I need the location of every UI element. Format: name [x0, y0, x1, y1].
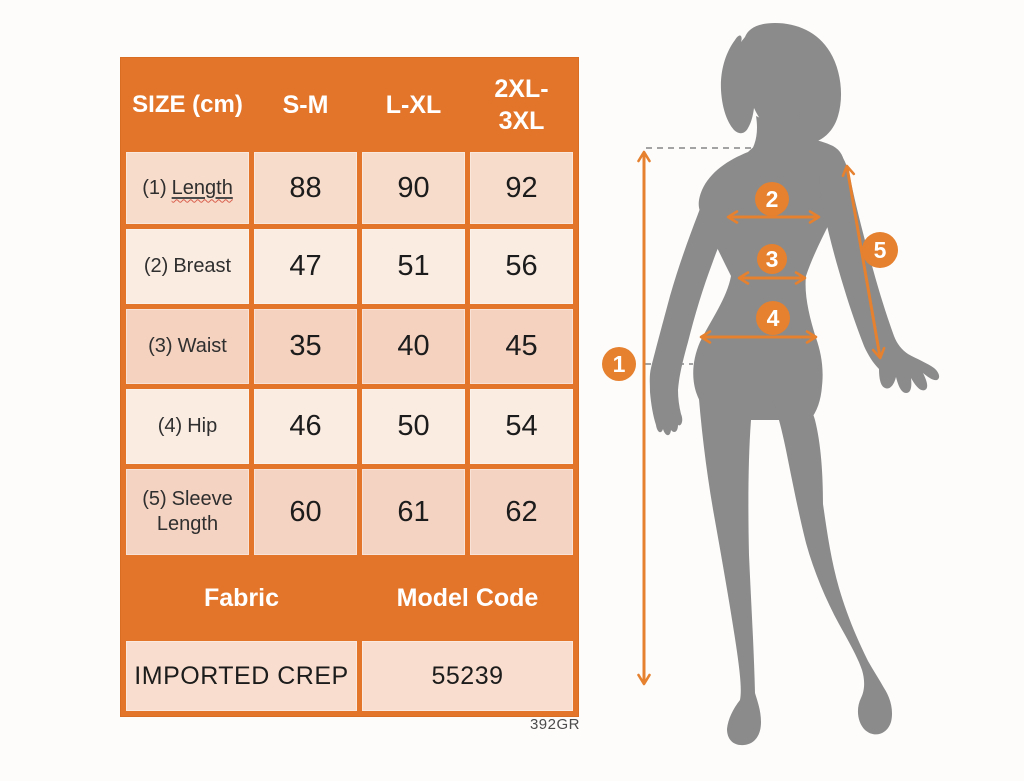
value-cell: 62: [470, 469, 573, 555]
value-cell: 92: [470, 152, 573, 224]
model-code-value: 55239: [362, 641, 573, 711]
col-header-2xl3xl: 2XL-3XL: [494, 74, 549, 136]
value-cell: 46: [254, 389, 357, 464]
row-num: (4): [157, 415, 183, 437]
product-code: 392GR: [529, 716, 580, 733]
marker-4-badge: [756, 301, 790, 335]
table-footer-header-row: Fabric Model Code: [126, 560, 573, 636]
marker-1-label: 1: [613, 351, 626, 377]
table-header-row: SIZE (cm) S-M L-XL 2XL-3XL: [126, 63, 573, 147]
value-cell: 90: [362, 152, 465, 224]
value-cell: 56: [470, 229, 573, 304]
value-cell: 88: [254, 152, 357, 224]
marker-5-badge: [862, 232, 898, 268]
marker-4-label: 4: [767, 305, 780, 331]
value-cell: 61: [362, 469, 465, 555]
row-name-text: Breast: [173, 255, 232, 277]
value-cell: 35: [254, 309, 357, 384]
value-cell: 54: [470, 389, 573, 464]
value-cell: 51: [362, 229, 465, 304]
marker-1-badge: [602, 347, 636, 381]
table-row-breast: (2) Breast 47 51 56: [126, 229, 573, 304]
row-label-sleeve: (5) Sleeve Length: [126, 469, 249, 555]
measurement-arrows: [637, 150, 886, 686]
model-code-header: Model Code: [396, 583, 539, 612]
marker-3-label: 3: [766, 246, 779, 272]
body-silhouette: [649, 23, 940, 746]
col-header-lxl: L-XL: [385, 90, 442, 119]
col-header-size: SIZE (cm): [132, 91, 243, 119]
row-name-text: Sleeve Length: [156, 488, 233, 535]
value-cell: 40: [362, 309, 465, 384]
row-label-waist: (3) Waist: [126, 309, 249, 384]
row-num: (1): [142, 176, 167, 199]
fabric-value: IMPORTED CREP: [126, 641, 357, 711]
row-name-text: Hip: [187, 415, 218, 437]
value-cell: 47: [254, 229, 357, 304]
marker-2-badge: [755, 182, 789, 216]
marker-5-label: 5: [874, 237, 887, 263]
value-cell: 50: [362, 389, 465, 464]
row-num: (3): [148, 335, 173, 357]
row-name-text: Waist: [177, 335, 227, 357]
value-cell: 45: [470, 309, 573, 384]
table-row-sleeve: (5) Sleeve Length 60 61 62: [126, 469, 573, 555]
table-row-length: (1) Length 88 90 92: [126, 152, 573, 224]
row-label-breast: (2) Breast: [126, 229, 249, 304]
row-num: (2): [143, 255, 169, 277]
sleeve-arrow: [841, 164, 886, 360]
hair-head-shape: [720, 23, 842, 144]
table-footer-row: IMPORTED CREP 55239: [126, 641, 573, 711]
measurement-badges: 1 2 3 4 5: [602, 182, 898, 381]
table-row-waist: (3) Waist 35 40 45: [126, 309, 573, 384]
table-row-hip: (4) Hip 46 50 54: [126, 389, 573, 464]
row-num: (5): [142, 488, 167, 510]
row-label-hip: (4) Hip: [126, 389, 249, 464]
left-leg-shape: [697, 372, 761, 746]
size-chart-table: SIZE (cm) S-M L-XL 2XL-3XL (1) Length 88 …: [120, 57, 579, 717]
right-leg-shape: [766, 378, 893, 735]
row-label-length: (1) Length: [126, 152, 249, 224]
col-header-sm: S-M: [282, 90, 329, 119]
fabric-header: Fabric: [203, 583, 280, 612]
marker-2-label: 2: [766, 186, 779, 212]
row-name-text: Length: [171, 176, 233, 199]
left-arm-shape: [649, 160, 758, 436]
value-cell: 60: [254, 469, 357, 555]
marker-3-badge: [757, 244, 787, 274]
